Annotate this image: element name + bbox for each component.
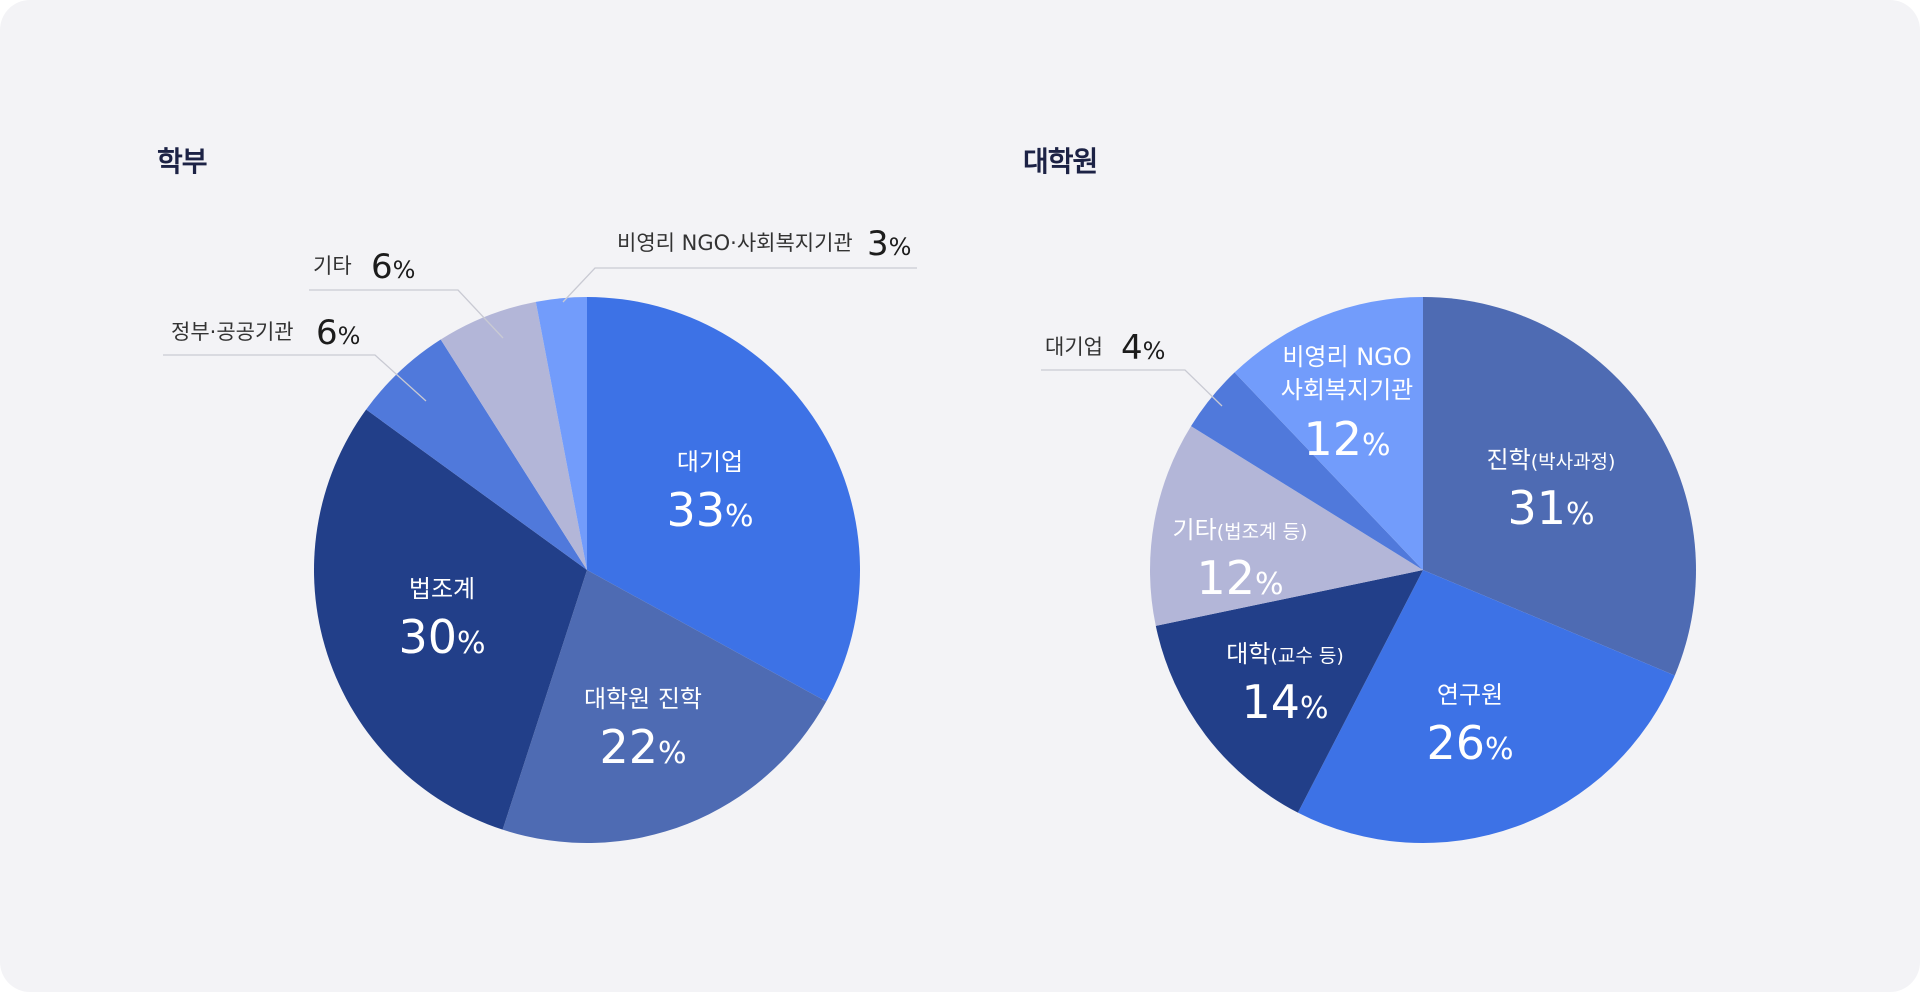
callout-label: 정부·공공기관 [171,320,294,344]
callout-label: 기타 [313,254,352,278]
callout-label: 대기업 [1045,335,1103,359]
callout-leader-line [562,267,917,303]
slice-label-line2: 사회복지기관 [1281,376,1413,404]
callout-leader-line [1041,369,1223,407]
pie-slice [1234,297,1423,570]
slice-label: 대학원 진학 [584,685,702,713]
pie-slice [502,570,827,844]
slice-label: 법조계 [409,575,475,603]
slice-label: 기타(법조계 등) [1173,516,1308,544]
slice-label: 비영리 NGO [1282,343,1411,371]
chart-title-undergrad: 학부 [157,145,208,178]
pie-slice [1191,372,1423,570]
callout-leader-line [309,289,504,339]
pie-slice [313,409,587,830]
callout-label: 비영리 NGO·사회복지기관 [617,231,853,255]
callout-percent: 6% [316,313,360,353]
pie-slice [440,301,587,570]
pie-slice [1297,570,1675,843]
pie-slice [587,297,860,702]
pie-graduate [1150,297,1696,843]
callout-percent: 3% [867,224,911,264]
pie-slice [1423,297,1696,676]
callout-leader-line [163,354,427,402]
pie-slice [535,297,587,570]
slice-label: 대기업 [677,448,743,476]
pie-slice [1155,570,1423,813]
callout-percent: 4% [1121,328,1165,368]
slice-label: 대학(교수 등) [1226,640,1343,668]
pie-undergrad [313,297,860,844]
chart-title-graduate: 대학원 [1023,145,1098,178]
pie-slice [1150,426,1423,626]
callout-percent: 6% [371,247,415,287]
slice-label: 연구원 [1437,681,1503,709]
slice-label: 진학(박사과정) [1487,446,1616,474]
